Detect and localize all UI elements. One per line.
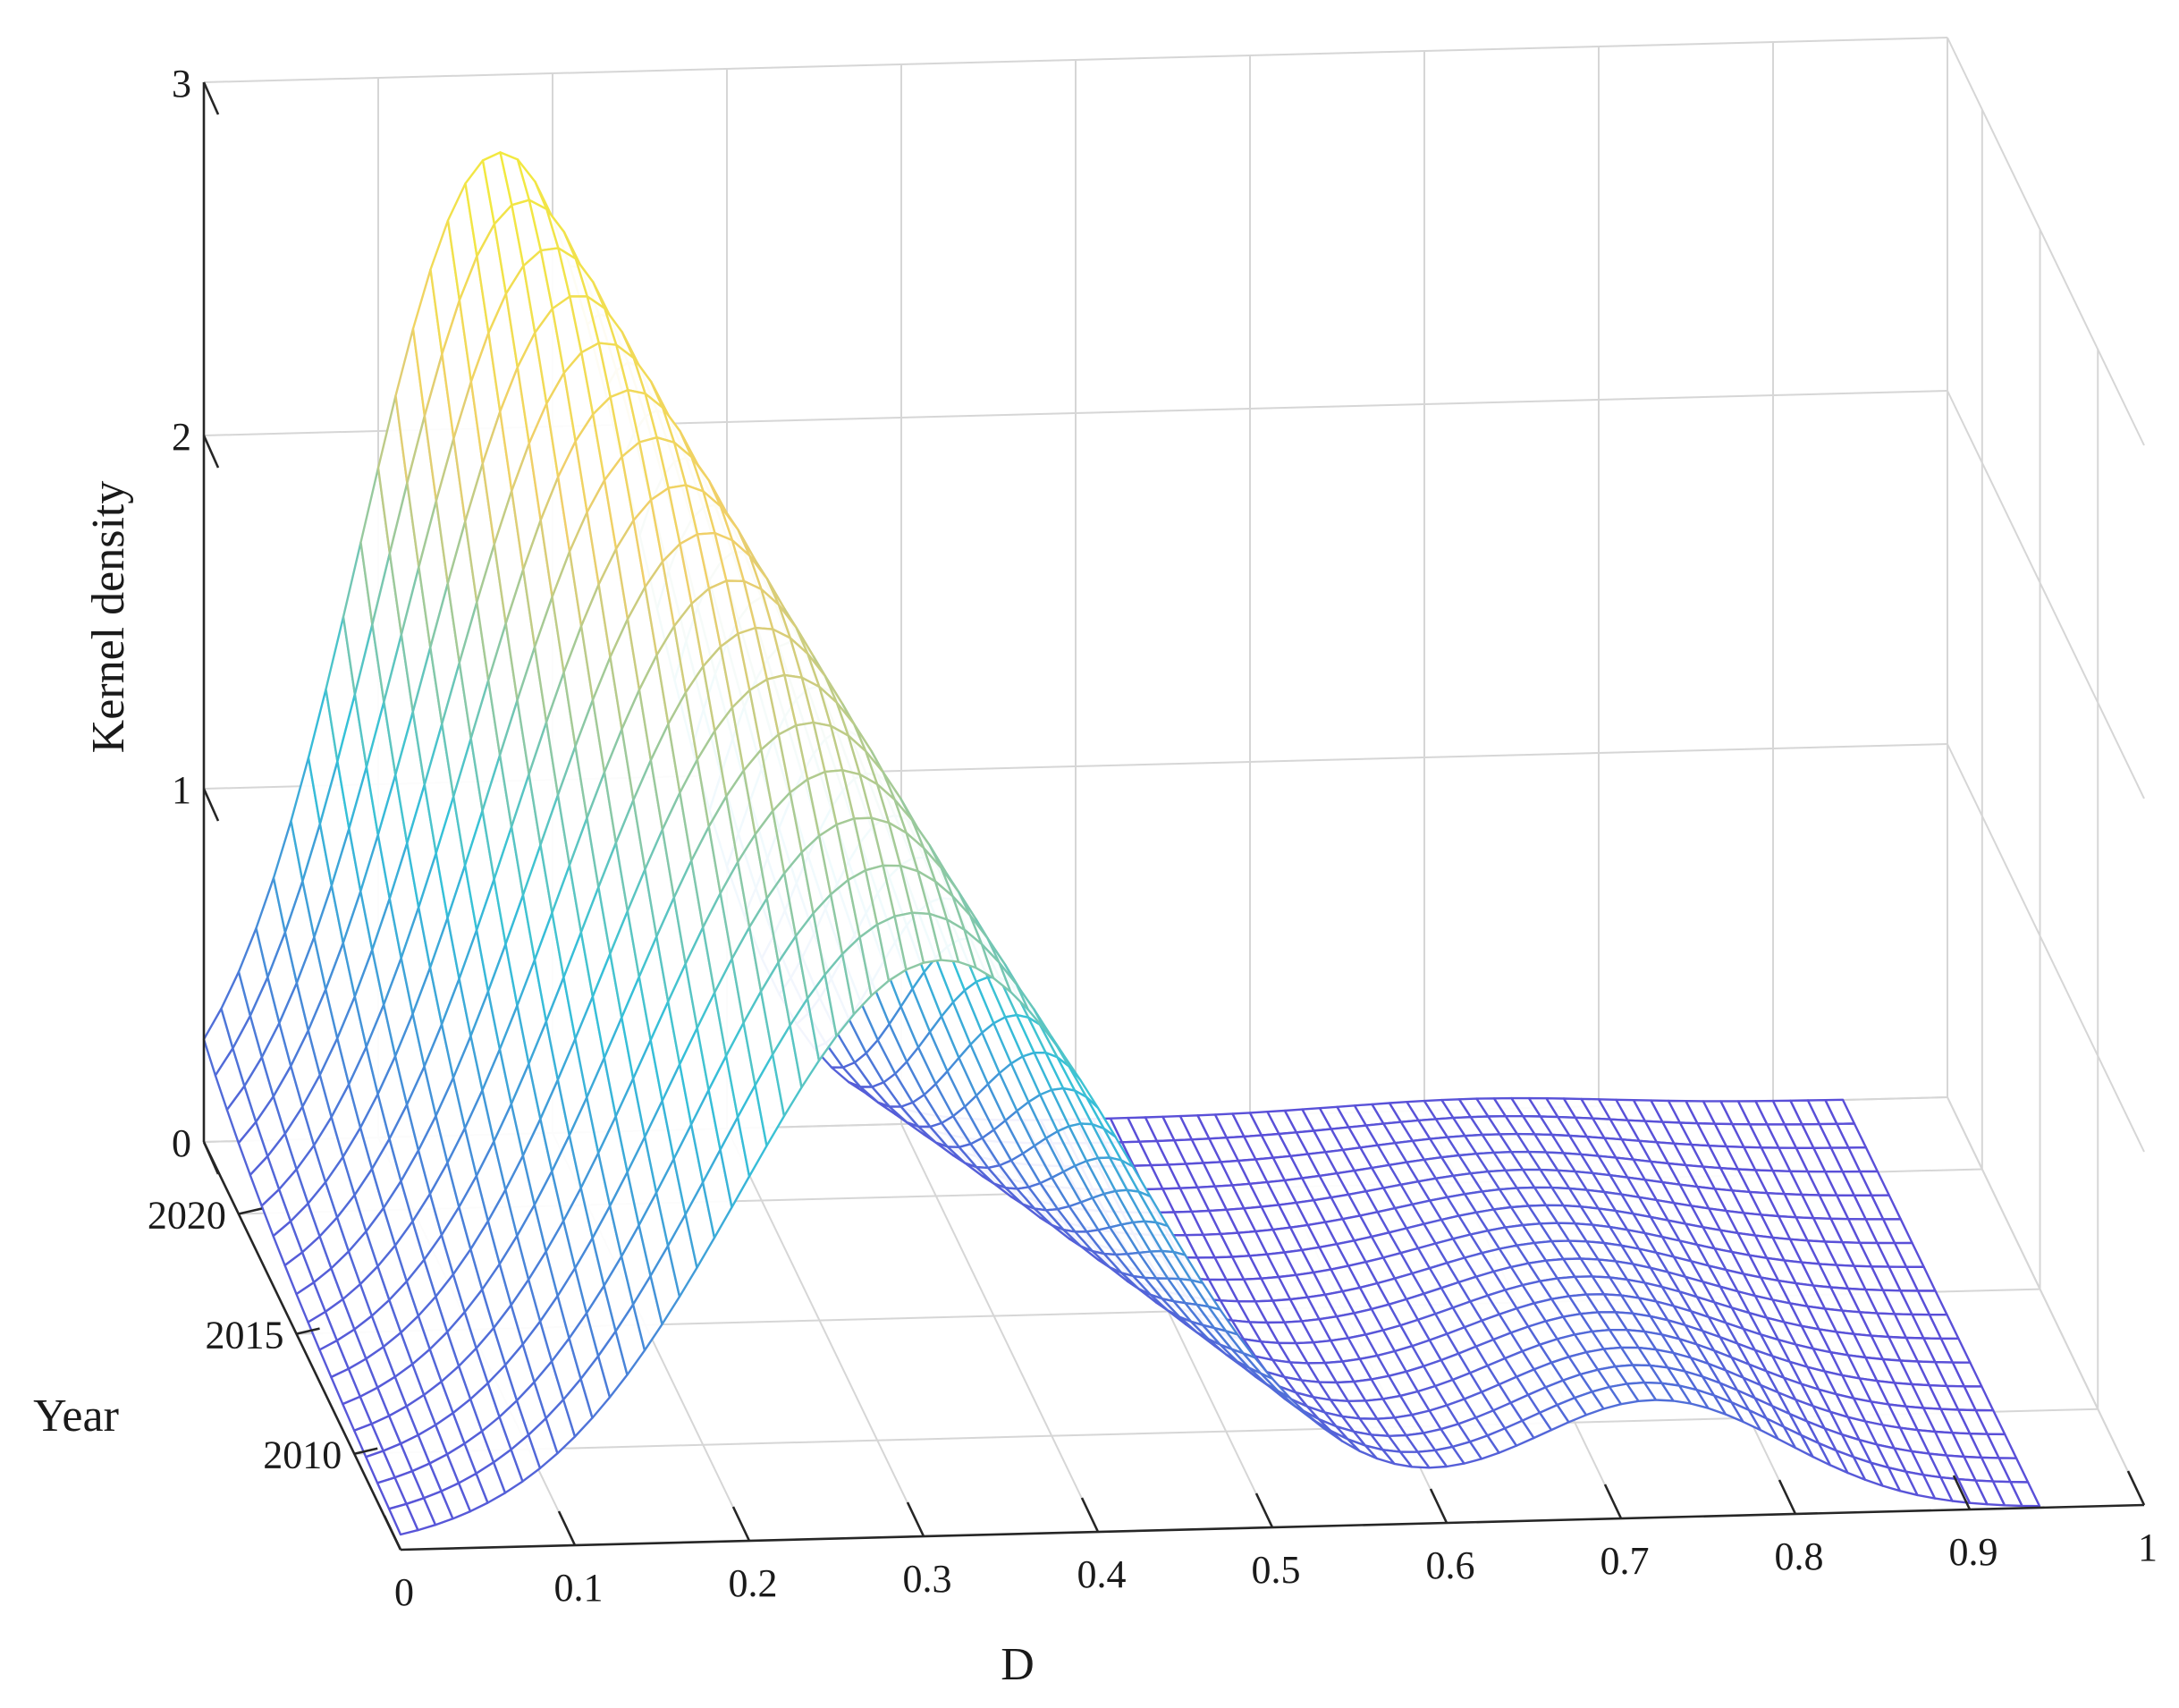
x-tick-label: 0.1 <box>554 1566 604 1610</box>
x-tick-label: 1 <box>2138 1526 2158 1569</box>
x-tick-mark <box>1254 1492 1274 1528</box>
z-tick-mark <box>202 1141 220 1175</box>
x-tick-mark <box>557 1510 577 1546</box>
y-tick-label: 2015 <box>206 1314 284 1357</box>
x-tick-mark <box>1429 1488 1448 1524</box>
z-tick-label: 2 <box>172 415 191 459</box>
y-tick-mark <box>353 1447 378 1455</box>
z-tick-label: 3 <box>172 62 191 106</box>
z-tick-label: 0 <box>172 1121 191 1165</box>
z-tick-mark <box>202 788 220 822</box>
y-tick-label: 2010 <box>263 1433 342 1477</box>
y-tick-mark <box>238 1207 263 1215</box>
axes <box>202 81 2146 1552</box>
x-tick-label: 0.3 <box>903 1557 952 1601</box>
side-wall-gridline <box>1947 390 2145 799</box>
x-tick-label: 0 <box>394 1570 414 1614</box>
x-tick-mark <box>383 1515 402 1551</box>
x-tick-mark <box>1952 1475 1972 1510</box>
y-axis-line <box>202 1141 402 1551</box>
z-axis-title: Kernel density <box>83 481 134 754</box>
x-tick-label: 0.8 <box>1775 1535 1824 1578</box>
y-axis-title: Year <box>33 1391 119 1442</box>
surface-cell <box>2009 1480 2041 1508</box>
x-tick-label: 0.6 <box>1426 1543 1475 1587</box>
x-tick-label: 0.9 <box>1949 1530 1998 1574</box>
x-tick-label: 0.2 <box>729 1561 778 1605</box>
side-wall-gridline <box>1947 743 2145 1153</box>
y-tick-label: 2020 <box>148 1193 226 1237</box>
x-tick-label: 0.4 <box>1077 1552 1127 1596</box>
x-axis-title: D <box>1001 1639 1035 1690</box>
x-tick-label: 0.5 <box>1252 1548 1301 1592</box>
y-tick-mark <box>296 1327 320 1335</box>
x-tick-mark <box>2126 1470 2146 1506</box>
x-tick-mark <box>906 1501 925 1537</box>
z-tick-mark <box>202 435 220 469</box>
x-tick-label: 0.7 <box>1600 1539 1650 1583</box>
side-wall-gridline <box>1947 37 2145 446</box>
x-tick-mark <box>1778 1479 1797 1515</box>
x-tick-mark <box>1603 1484 1623 1519</box>
floor-gridline <box>1947 1096 2145 1506</box>
z-tick-label: 1 <box>172 768 191 812</box>
floor-gridline <box>726 1128 925 1537</box>
surface-mesh <box>202 151 2041 1536</box>
floor-gridline <box>900 1123 1099 1533</box>
x-tick-mark <box>731 1506 751 1542</box>
back-wall-gridline <box>203 37 1948 83</box>
x-tick-mark <box>1080 1497 1100 1533</box>
tick-labels: 0 0.1 0.2 0.3 0.4 0.5 0.6 0.7 0.8 0.9 120102015202… <box>148 62 2158 1614</box>
z-tick-mark <box>202 81 220 115</box>
